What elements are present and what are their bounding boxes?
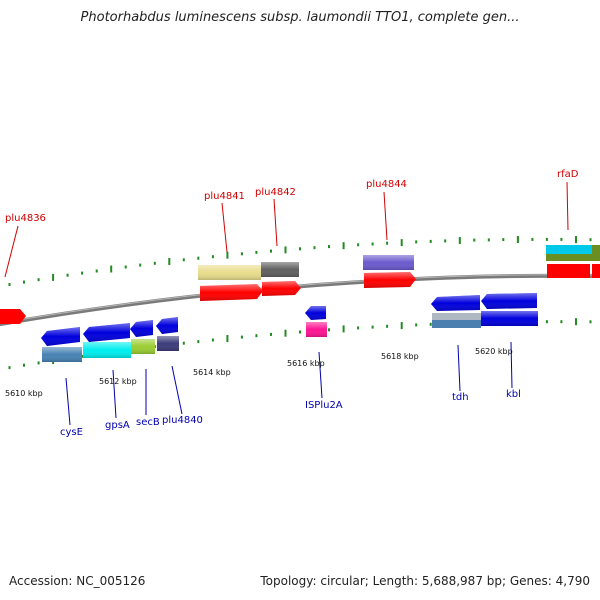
- gene-label-secB[interactable]: secB: [136, 417, 160, 428]
- gene-arrow-rfaD-next[interactable]: [592, 264, 600, 278]
- feature-box-rfaD-b[interactable]: [546, 254, 592, 261]
- feature-box-rfaD-a[interactable]: [546, 245, 592, 254]
- gene-label-plu4840[interactable]: plu4840: [162, 415, 203, 426]
- scale-label-5618: 5618 kbp: [381, 352, 419, 361]
- map-title: Photorhabdus luminescens subsp. laumondi…: [80, 10, 520, 25]
- feature-box-rfaD-c[interactable]: [592, 245, 600, 261]
- scale-label-5616: 5616 kbp: [287, 359, 325, 368]
- scale-labels: 5610 kbp 5612 kbp 5614 kbp 5616 kbp 5618…: [5, 347, 513, 398]
- gene-label-plu4841[interactable]: plu4841: [204, 191, 245, 202]
- gene-label-gpsA[interactable]: gpsA: [105, 420, 130, 431]
- forward-tick-row: [8, 236, 592, 286]
- genome-summary-text: Topology: circular; Length: 5,688,987 bp…: [260, 574, 590, 588]
- reverse-gene-row: [41, 293, 537, 346]
- gene-label-tdh[interactable]: tdh: [452, 392, 469, 403]
- reverse-labels: cysE gpsA secB plu4840 ISPlu2A tdh kbl: [60, 389, 521, 438]
- forward-labels: plu4836 plu4841 plu4842 plu4844 rfaD: [5, 169, 579, 224]
- gene-label-cysE[interactable]: cysE: [60, 427, 83, 438]
- gene-label-ISPlu2A[interactable]: ISPlu2A: [305, 400, 343, 411]
- genome-backbone: [0, 273, 600, 327]
- label-leaders: [4, 181, 569, 426]
- gene-arrow-rfaD[interactable]: [547, 264, 590, 278]
- gene-label-rfaD[interactable]: rfaD: [557, 169, 579, 180]
- forward-feature-row: [198, 245, 600, 280]
- gene-arrow-plu4836[interactable]: [0, 309, 26, 324]
- scale-label-5614: 5614 kbp: [193, 368, 231, 377]
- accession-text: Accession: NC_005126: [9, 574, 146, 588]
- scale-label-5612: 5612 kbp: [99, 377, 137, 386]
- gene-label-plu4836[interactable]: plu4836: [5, 213, 46, 224]
- scale-label-5610: 5610 kbp: [5, 389, 43, 398]
- gene-label-plu4842[interactable]: plu4842: [255, 187, 296, 198]
- gene-label-kbl[interactable]: kbl: [506, 389, 521, 400]
- reverse-feature-row: [42, 311, 538, 362]
- gene-label-plu4844[interactable]: plu4844: [366, 179, 407, 190]
- scale-label-5620: 5620 kbp: [475, 347, 513, 356]
- forward-gene-row: [0, 264, 600, 324]
